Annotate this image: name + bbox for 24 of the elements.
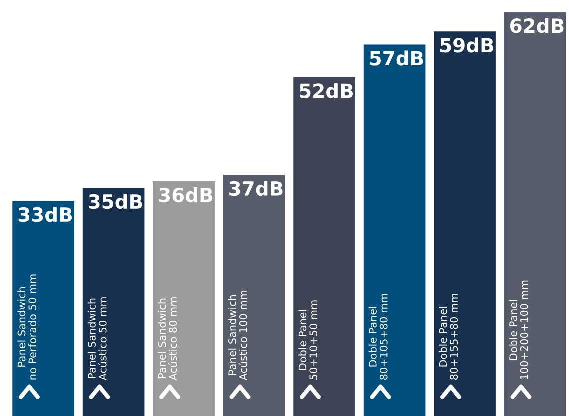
data-label: 62dB <box>510 18 564 34</box>
bar <box>434 32 496 416</box>
bar <box>294 77 356 416</box>
bar <box>223 174 286 416</box>
data-label: 59dB <box>440 38 494 53</box>
data-label: 52dB <box>300 83 353 98</box>
x-tick-label: Doble Panel 80+155+80 mm <box>439 294 458 380</box>
data-label: 33dB <box>18 207 72 222</box>
data-label: 37dB <box>230 181 283 196</box>
bar <box>504 12 566 416</box>
data-label: 36dB <box>159 188 212 203</box>
x-tick-label: Doble Panel 80+105+80 mm <box>368 294 388 380</box>
data-label: 35dB <box>89 194 142 210</box>
bar <box>12 201 74 416</box>
x-tick-label: Panel Sandwich Acústico 100 mm <box>228 290 248 381</box>
x-tick-label: Panel Sandwich Acústico 80 mm <box>158 298 178 381</box>
bar <box>153 181 215 416</box>
data-label: 57dB <box>370 50 424 66</box>
x-tick-label: Doble Panel 50+10+50 mm <box>298 300 318 380</box>
bar <box>82 188 145 416</box>
bar <box>364 44 426 416</box>
x-tick-label: Doble Panel 100+200+100 mm <box>509 280 528 380</box>
x-tick-label: Panel Sandwich no Perforado 50 mm <box>18 274 37 380</box>
x-tick-label: Panel Sandwich Acústico 50 mm <box>88 298 107 381</box>
